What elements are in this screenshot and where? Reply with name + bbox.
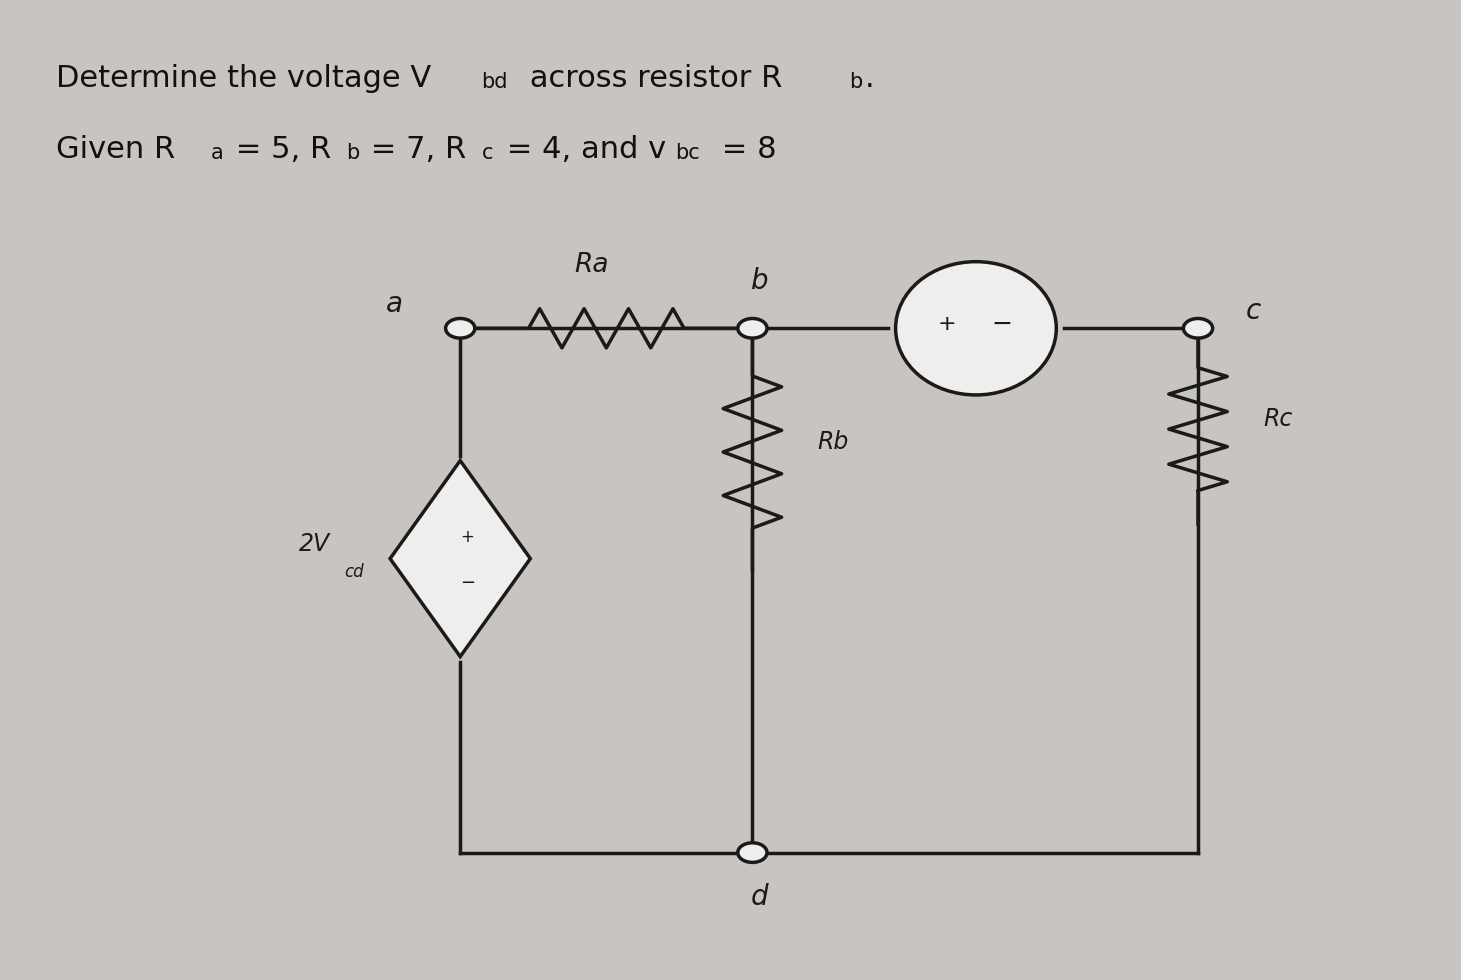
Text: Rb: Rb — [817, 430, 849, 454]
Text: a: a — [386, 290, 403, 318]
Text: d: d — [751, 883, 768, 910]
Text: Determine the voltage V: Determine the voltage V — [56, 64, 431, 93]
Text: = 4, and v: = 4, and v — [497, 135, 666, 165]
Text: 2V: 2V — [298, 532, 330, 556]
Circle shape — [738, 843, 767, 862]
Text: a: a — [210, 143, 224, 163]
Text: bd: bd — [481, 72, 507, 91]
Text: Given R: Given R — [56, 135, 175, 165]
Text: Rc: Rc — [1264, 408, 1293, 431]
Text: +: + — [938, 315, 955, 334]
Circle shape — [738, 318, 767, 338]
Text: b: b — [849, 72, 862, 91]
Text: bc: bc — [675, 143, 700, 163]
Text: Ra: Ra — [574, 252, 609, 277]
Text: = 5, R: = 5, R — [226, 135, 332, 165]
Ellipse shape — [896, 262, 1056, 395]
Circle shape — [1183, 318, 1213, 338]
Text: −: − — [460, 574, 475, 592]
Text: across resistor R: across resistor R — [520, 64, 783, 93]
Text: cd: cd — [343, 564, 364, 581]
Text: −: − — [992, 313, 1012, 336]
Text: .: . — [865, 64, 875, 93]
Text: c: c — [482, 143, 494, 163]
Text: b: b — [751, 268, 768, 295]
Circle shape — [446, 318, 475, 338]
Text: = 7, R: = 7, R — [361, 135, 466, 165]
Text: +: + — [460, 528, 475, 546]
Text: b: b — [346, 143, 359, 163]
Text: c: c — [1246, 297, 1261, 324]
Text: = 8: = 8 — [712, 135, 776, 165]
Polygon shape — [390, 461, 530, 657]
